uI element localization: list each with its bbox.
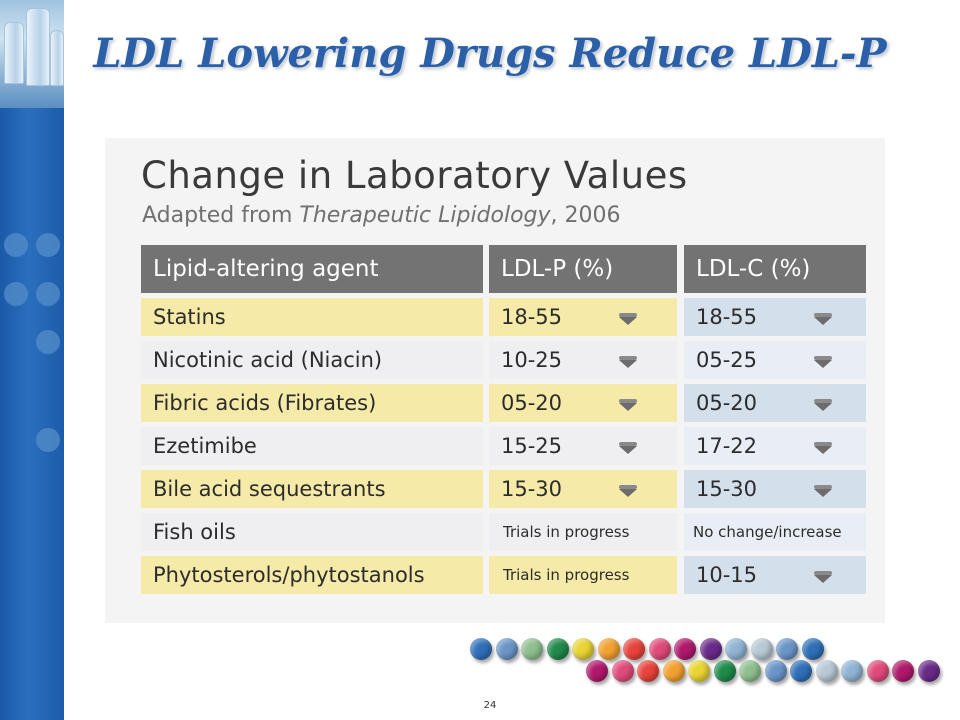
agent-cell: Fish oils <box>141 513 483 551</box>
sidebar-lab-photo <box>0 0 64 108</box>
down-arrow-icon <box>619 442 637 454</box>
sidebar-dot <box>4 282 28 306</box>
decorative-dot <box>648 638 671 660</box>
subtitle-source: Therapeutic Lipidology <box>299 203 551 228</box>
down-arrow-icon <box>619 313 637 325</box>
decorative-dot <box>546 638 569 660</box>
ldlc-cell: 18-55 <box>684 298 866 336</box>
decorative-dot <box>521 638 543 660</box>
decorative-dot <box>739 660 761 682</box>
sidebar-dot <box>36 233 60 257</box>
down-arrow-icon <box>814 313 832 325</box>
decorative-dot <box>841 660 863 682</box>
left-sidebar-bar <box>0 0 64 720</box>
slide-title: LDL Lowering Drugs Reduce LDL-P <box>93 30 887 77</box>
down-arrow-icon <box>814 485 832 497</box>
decorative-dot <box>776 638 798 660</box>
decorative-dot <box>662 660 685 682</box>
down-arrow-icon <box>619 399 637 411</box>
ldlc-cell: 15-30 <box>684 470 866 508</box>
page-number: 24 <box>483 700 497 711</box>
column-header: LDL-C (%) <box>684 245 866 293</box>
decorative-dot <box>892 660 914 682</box>
agent-cell: Nicotinic acid (Niacin) <box>141 341 483 379</box>
agent-cell: Bile acid sequestrants <box>141 470 483 508</box>
decorative-dot <box>586 660 608 682</box>
decorative-dot <box>637 660 659 682</box>
decorative-dot <box>866 660 889 682</box>
decorative-dot <box>725 638 747 660</box>
decorative-dot <box>790 660 812 682</box>
down-arrow-icon <box>619 356 637 368</box>
decorative-dot <box>495 638 518 660</box>
decorative-dot <box>713 660 736 682</box>
decorative-dot <box>917 660 940 682</box>
ldlp-cell: 15-30 <box>489 470 677 508</box>
decorative-dot <box>815 660 838 682</box>
lab-bottle-image <box>50 30 64 86</box>
agent-cell: Phytosterols/phytostanols <box>141 556 483 594</box>
table-heading: Change in Laboratory Values <box>141 154 688 197</box>
sidebar-dot <box>36 330 60 354</box>
subtitle-suffix: , 2006 <box>550 203 621 228</box>
column-header: Lipid-altering agent <box>141 245 483 293</box>
decorative-dot <box>572 638 594 660</box>
decorative-dot <box>470 638 492 660</box>
decorative-dot <box>611 660 634 682</box>
decorative-dot <box>674 638 696 660</box>
ldlc-cell: 05-20 <box>684 384 866 422</box>
down-arrow-icon <box>814 399 832 411</box>
ldlc-cell: No change/increase <box>684 513 866 551</box>
agent-cell: Ezetimibe <box>141 427 483 465</box>
decorative-dot <box>623 638 645 660</box>
ldlp-cell: 18-55 <box>489 298 677 336</box>
ldlp-cell: 10-25 <box>489 341 677 379</box>
ldlp-cell: Trials in progress <box>489 556 677 594</box>
ldlp-cell: 05-20 <box>489 384 677 422</box>
sidebar-dot <box>4 233 28 257</box>
sidebar-dot <box>36 428 60 452</box>
ldlc-cell: 05-25 <box>684 341 866 379</box>
down-arrow-icon <box>619 485 637 497</box>
decorative-dot <box>688 660 710 682</box>
ldlc-cell: 10-15 <box>684 556 866 594</box>
column-header: LDL-P (%) <box>489 245 677 293</box>
lab-bottle-image <box>4 22 24 84</box>
agent-cell: Statins <box>141 298 483 336</box>
ldlp-cell: Trials in progress <box>489 513 677 551</box>
down-arrow-icon <box>814 356 832 368</box>
sidebar-dot <box>36 282 60 306</box>
decorative-dot <box>764 660 787 682</box>
down-arrow-icon <box>814 571 832 583</box>
lab-bottle-image <box>26 8 50 86</box>
subtitle-prefix: Adapted from <box>142 203 300 228</box>
ldlc-cell: 17-22 <box>684 427 866 465</box>
decorative-dot <box>750 638 773 660</box>
table-subtitle: Adapted from Therapeutic Lipidology, 200… <box>142 203 621 228</box>
decorative-dot <box>597 638 620 660</box>
decorative-dot <box>801 638 824 660</box>
down-arrow-icon <box>814 442 832 454</box>
ldlp-cell: 15-25 <box>489 427 677 465</box>
decorative-dot <box>699 638 722 660</box>
agent-cell: Fibric acids (Fibrates) <box>141 384 483 422</box>
